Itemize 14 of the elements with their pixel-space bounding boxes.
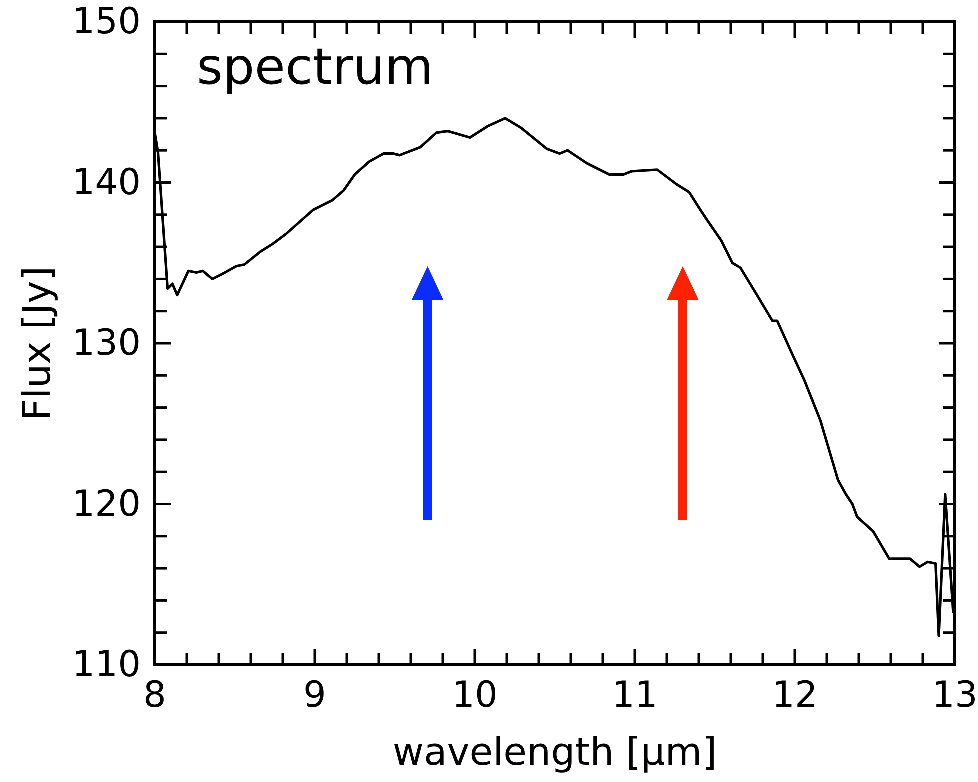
y-tick-label: 110	[72, 644, 141, 686]
x-tick-label: 13	[932, 675, 978, 716]
x-tick-label: 11	[612, 675, 658, 716]
y-tick-label: 150	[72, 2, 141, 42]
x-tick-label: 12	[772, 675, 818, 716]
y-tick-label: 140	[72, 162, 141, 204]
y-tick-label: 130	[72, 323, 141, 364]
y-axis-title: Flux [Jy]	[15, 266, 59, 421]
x-axis-title: wavelength [µm]	[392, 730, 718, 774]
y-tick-label: 120	[72, 484, 141, 525]
chart-title: spectrum	[197, 38, 434, 96]
x-tick-label: 10	[452, 675, 498, 716]
x-tick-label: 9	[304, 675, 326, 716]
x-tick-label: 8	[144, 675, 166, 716]
